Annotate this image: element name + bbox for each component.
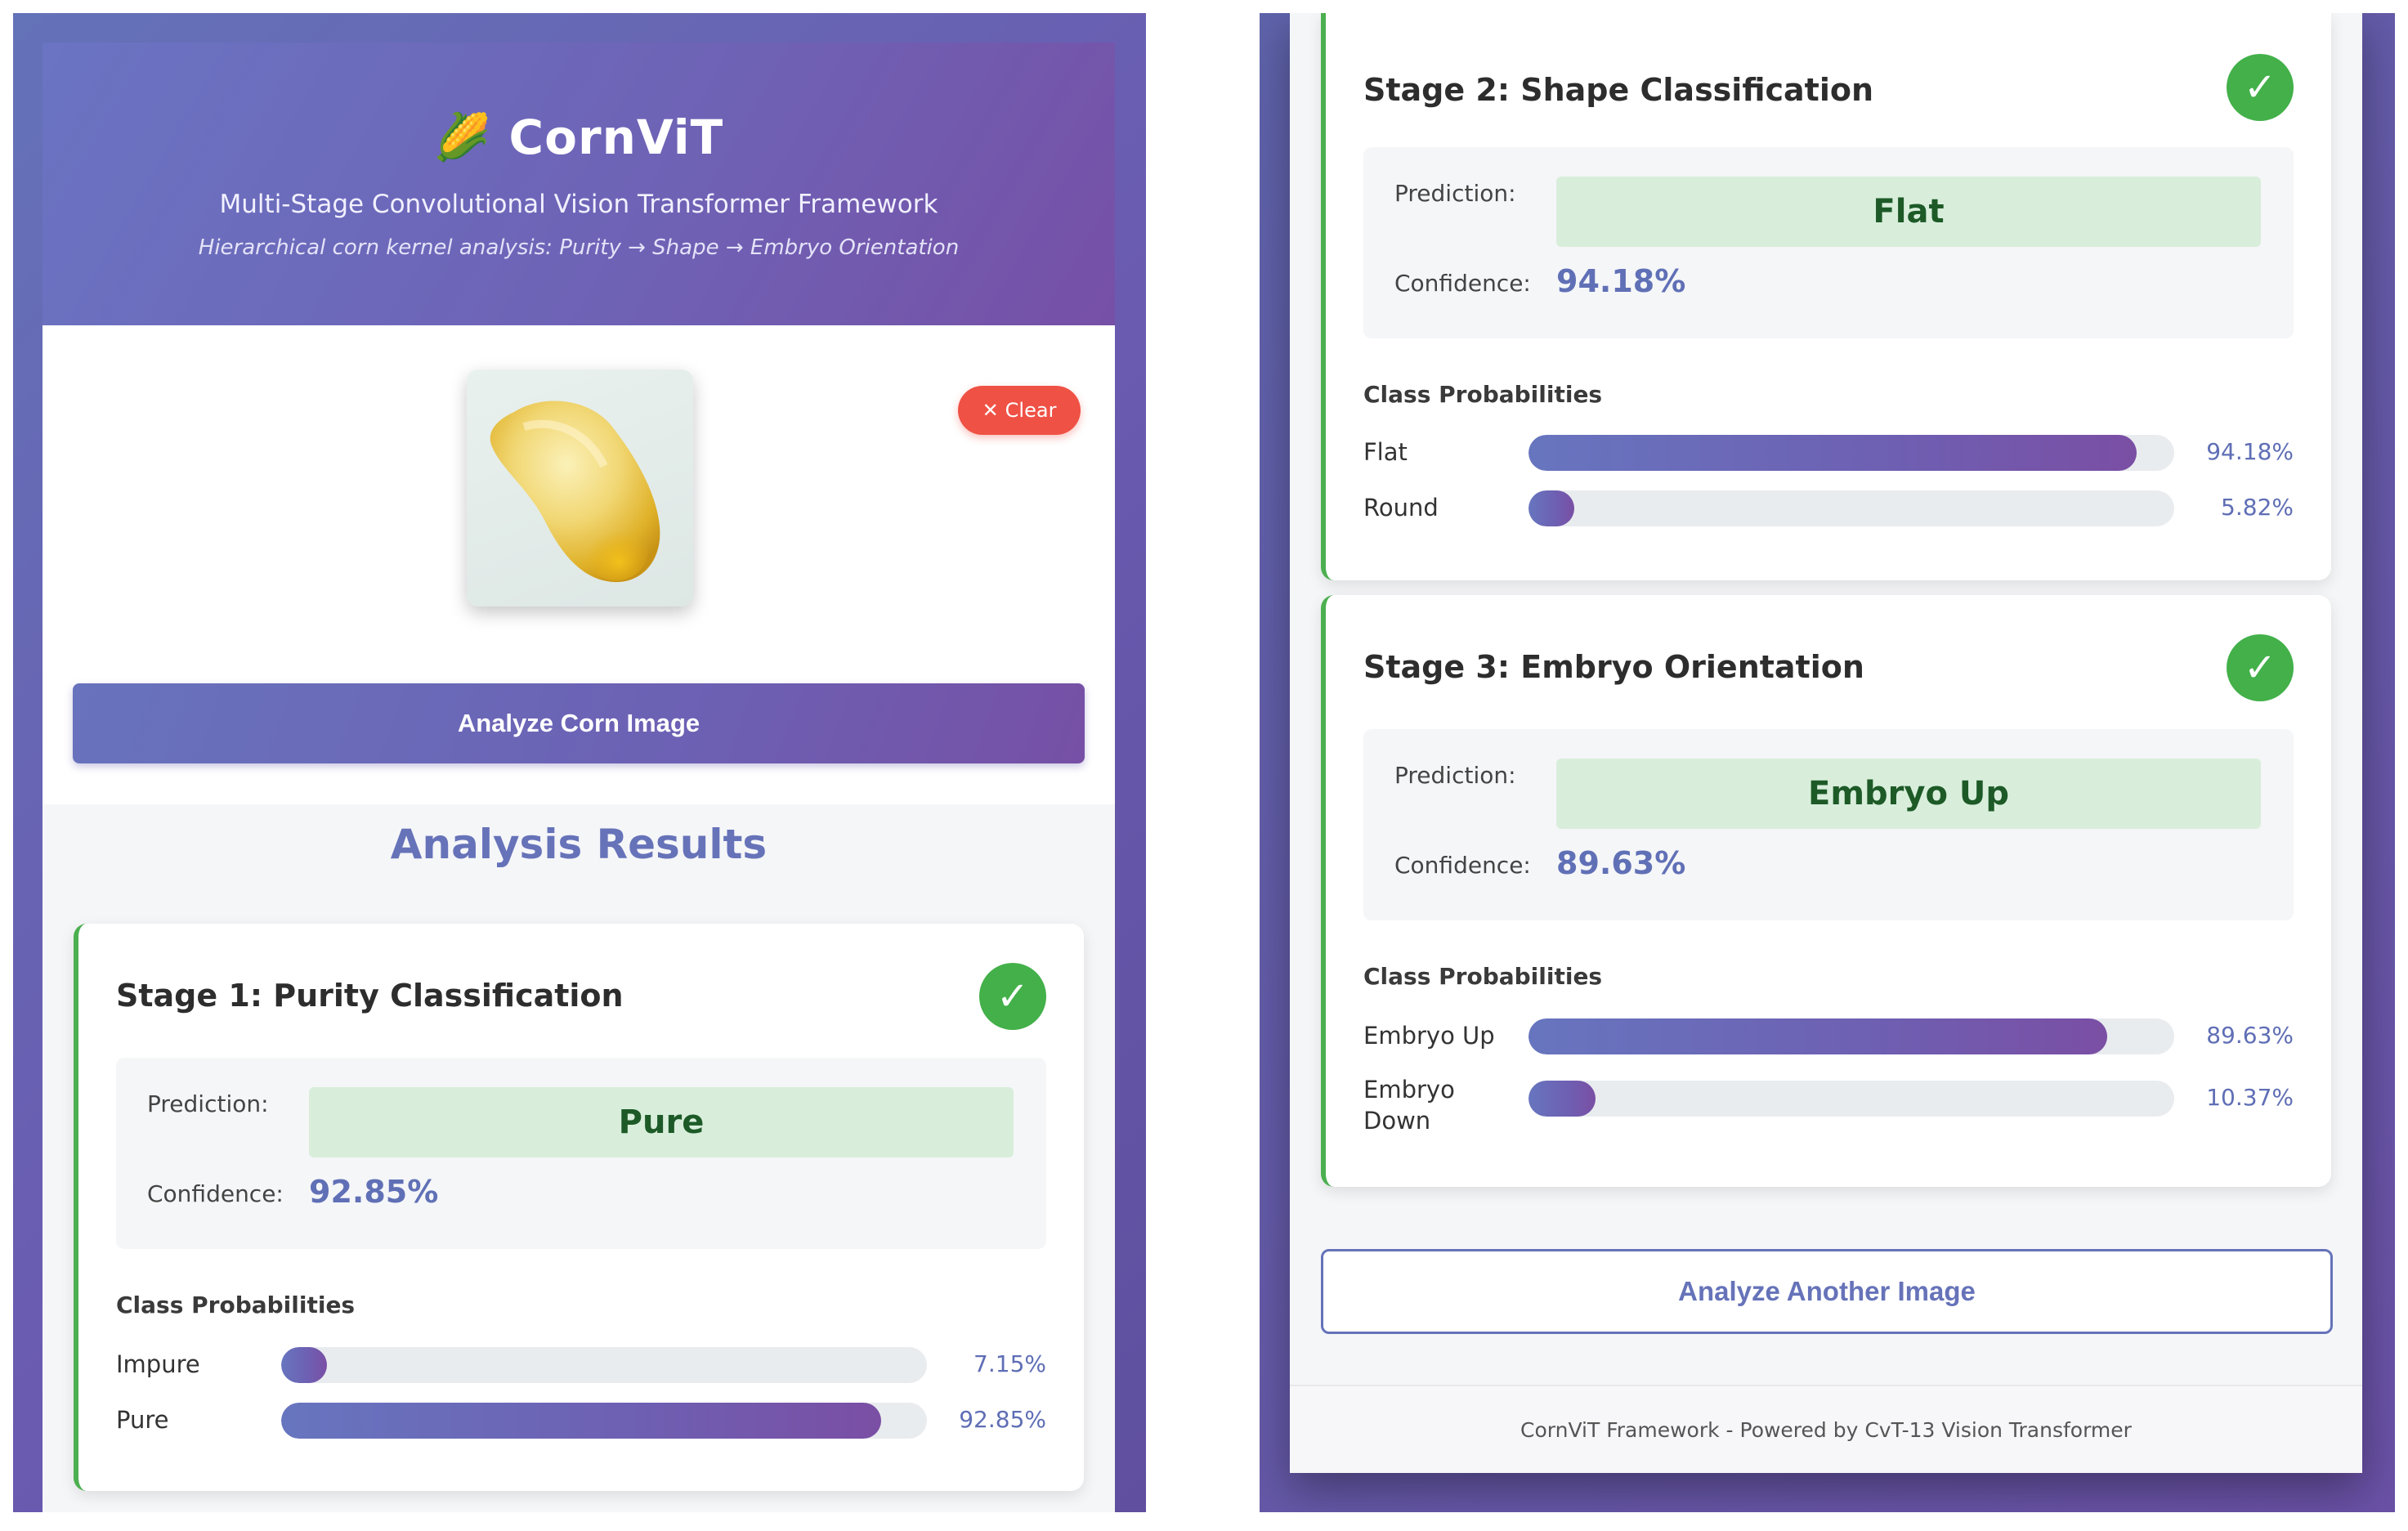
stage-card-shape: Stage 2: Shape Classification ✓ Predicti… (1321, 13, 2331, 580)
class-probabilities-heading: Class Probabilities (116, 1292, 356, 1318)
probability-track (1528, 1081, 2174, 1117)
corn-kernel-image (490, 401, 660, 583)
check-icon: ✓ (979, 963, 1046, 1030)
prediction-value: Embryo Up (1556, 759, 2261, 829)
probability-row: Round 5.82% (1363, 484, 2294, 533)
stage-card-embryo: Stage 3: Embryo Orientation ✓ Prediction… (1321, 595, 2331, 1187)
stage-title: Stage 3: Embryo Orientation (1363, 649, 1864, 685)
probability-bar (1528, 490, 1574, 526)
clear-button-label: Clear (1005, 399, 1057, 422)
prediction-box: Prediction: Embryo Up Confidence: 89.63% (1363, 729, 2294, 920)
prediction-value: Pure (309, 1087, 1014, 1157)
app-title-row: 🌽 CornViT (43, 110, 1115, 165)
probability-track (1528, 490, 2174, 526)
footer: CornViT Framework - Powered by CvT-13 Vi… (1290, 1385, 2362, 1473)
close-icon: ✕ (982, 399, 999, 422)
check-icon: ✓ (2227, 54, 2294, 121)
class-name: Embryo Up (1363, 1022, 1495, 1050)
check-icon: ✓ (2227, 634, 2294, 701)
class-probability-value: 7.15% (973, 1350, 1046, 1377)
app-title: CornViT (508, 110, 724, 165)
prediction-label: Prediction: (1394, 762, 1516, 789)
upload-area: ✕ Clear Analyze Corn Image (43, 325, 1115, 804)
results-heading: Analysis Results (390, 821, 768, 868)
confidence-value: 94.18% (1556, 263, 1686, 299)
left-screenshot-panel: 🌽 CornViT Multi-Stage Convolutional Visi… (13, 13, 1146, 1512)
prediction-box: Prediction: Flat Confidence: 94.18% (1363, 147, 2294, 338)
corn-image-preview (467, 369, 693, 607)
clear-button[interactable]: ✕ Clear (958, 386, 1081, 435)
class-probability-value: 10.37% (2206, 1084, 2294, 1111)
prediction-box: Prediction: Pure Confidence: 92.85% (116, 1058, 1046, 1249)
probability-track (281, 1347, 927, 1383)
prediction-value: Flat (1556, 177, 2261, 247)
probability-row: Embryo Up 89.63% (1363, 1012, 2294, 1061)
class-probabilities-heading: Class Probabilities (1363, 963, 1603, 990)
probability-track (1528, 1018, 2174, 1054)
confidence-label: Confidence: (1394, 270, 1531, 297)
pipeline-description: Hierarchical corn kernel analysis: Purit… (198, 235, 960, 260)
class-probability-value: 5.82% (2221, 494, 2294, 521)
app-subtitle: Multi-Stage Convolutional Vision Transfo… (219, 190, 938, 219)
prediction-label: Prediction: (147, 1090, 269, 1117)
class-probabilities-heading: Class Probabilities (1363, 381, 1603, 408)
confidence-value: 89.63% (1556, 845, 1686, 881)
app-header: 🌽 CornViT Multi-Stage Convolutional Visi… (43, 43, 1115, 325)
probability-row: Pure 92.85% (116, 1396, 1046, 1445)
class-name: Impure (116, 1350, 200, 1378)
class-probability-value: 92.85% (959, 1406, 1046, 1433)
confidence-label: Confidence: (147, 1180, 284, 1207)
probability-track (1528, 435, 2174, 471)
probability-row: Flat 94.18% (1363, 428, 2294, 477)
right-screenshot-panel: Stage 2: Shape Classification ✓ Predicti… (1260, 13, 2395, 1512)
class-probability-value: 94.18% (2206, 438, 2294, 465)
probability-row: Embryo Down 10.37% (1363, 1074, 2294, 1143)
class-name: Embryo Down (1363, 1076, 1455, 1135)
probability-bar (281, 1403, 881, 1439)
prediction-label: Prediction: (1394, 180, 1516, 207)
class-probability-value: 89.63% (2206, 1022, 2294, 1049)
analyze-another-button[interactable]: Analyze Another Image (1321, 1249, 2333, 1334)
probability-bar (1528, 1081, 1596, 1117)
corn-logo-icon: 🌽 (433, 111, 491, 164)
stage-title: Stage 2: Shape Classification (1363, 72, 1874, 108)
class-name: Round (1363, 494, 1439, 522)
confidence-label: Confidence: (1394, 852, 1531, 879)
footer-text: CornViT Framework - Powered by CvT-13 Vi… (1520, 1417, 2132, 1442)
probability-row: Impure 7.15% (116, 1341, 1046, 1390)
confidence-value: 92.85% (309, 1174, 439, 1210)
stage-card-purity: Stage 1: Purity Classification ✓ Predict… (74, 924, 1084, 1491)
class-name: Pure (116, 1406, 169, 1434)
probability-track (281, 1403, 927, 1439)
analyze-button[interactable]: Analyze Corn Image (73, 683, 1085, 763)
app-window-scrolled: Stage 2: Shape Classification ✓ Predicti… (1290, 13, 2362, 1473)
probability-bar (281, 1347, 328, 1383)
app-window: 🌽 CornViT Multi-Stage Convolutional Visi… (43, 43, 1115, 1512)
stage-title: Stage 1: Purity Classification (116, 978, 624, 1014)
class-name: Flat (1363, 438, 1408, 466)
probability-bar (1528, 435, 2137, 471)
probability-bar (1528, 1018, 2108, 1054)
